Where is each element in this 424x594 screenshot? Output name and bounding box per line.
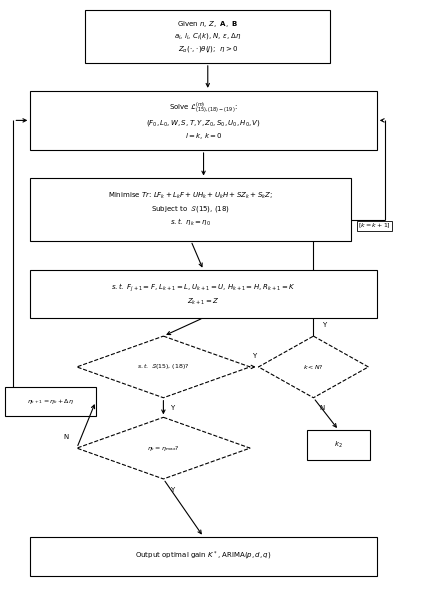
Text: $k < N$?: $k < N$? [303,363,324,371]
Text: N: N [64,434,69,440]
Text: $s.t.$ $F_{j+1}=F$, $L_{k+1}=L$, $U_{k+1}=U$, $H_{k+1}=H$, $R_{k+1}=K$
$Z_{k+1}=: $s.t.$ $F_{j+1}=F$, $L_{k+1}=L$, $U_{k+1… [112,282,296,307]
Text: N: N [320,406,325,412]
Text: $k_2$: $k_2$ [335,440,343,450]
FancyBboxPatch shape [30,537,377,576]
Text: $\eta_k = \eta_{\max}$?: $\eta_k = \eta_{\max}$? [147,444,180,453]
Text: Output optimal gain $K^*$, $\mathrm{ARIMA}(p, d, q)$: Output optimal gain $K^*$, $\mathrm{ARIM… [135,550,272,563]
Text: Solve $\mathcal{L}_{(15),(18)-(19)}^{(m)}$:
$(F_0, L_0, W, S, T, Y, Z_0, S_0, U_: Solve $\mathcal{L}_{(15),(18)-(19)}^{(m)… [146,100,261,141]
Text: Minimise $Tr$: $LF_k+L_kF+UH_k+U_kH+SZ_k+S_kZ$;
Subject to  $\mathcal{S}(15)$, $: Minimise $Tr$: $LF_k+L_kF+UH_k+U_kH+SZ_k… [109,191,273,228]
Text: $[k=k+1]$: $[k=k+1]$ [358,222,391,230]
Text: Y: Y [322,323,326,328]
Text: Y: Y [170,486,174,492]
FancyBboxPatch shape [30,178,351,241]
Text: Y: Y [252,353,257,359]
FancyBboxPatch shape [307,430,371,460]
FancyBboxPatch shape [30,91,377,150]
Text: Y: Y [170,405,174,410]
Text: Given $n$, $Z$,  $\mathbf{A}$,  $\mathbf{B}$
$a_i$, $l_i$, $C_i(k)$, $N$, $\vare: Given $n$, $Z$, $\mathbf{A}$, $\mathbf{B… [174,18,242,54]
FancyBboxPatch shape [30,270,377,318]
Text: $s.t.$ $\mathcal{S}(15)$, $(18)$?: $s.t.$ $\mathcal{S}(15)$, $(18)$? [137,362,190,371]
FancyBboxPatch shape [5,387,96,416]
FancyBboxPatch shape [85,10,330,63]
Text: $\eta_{k+1}=\eta_k+\Delta\eta$: $\eta_{k+1}=\eta_k+\Delta\eta$ [27,397,74,406]
